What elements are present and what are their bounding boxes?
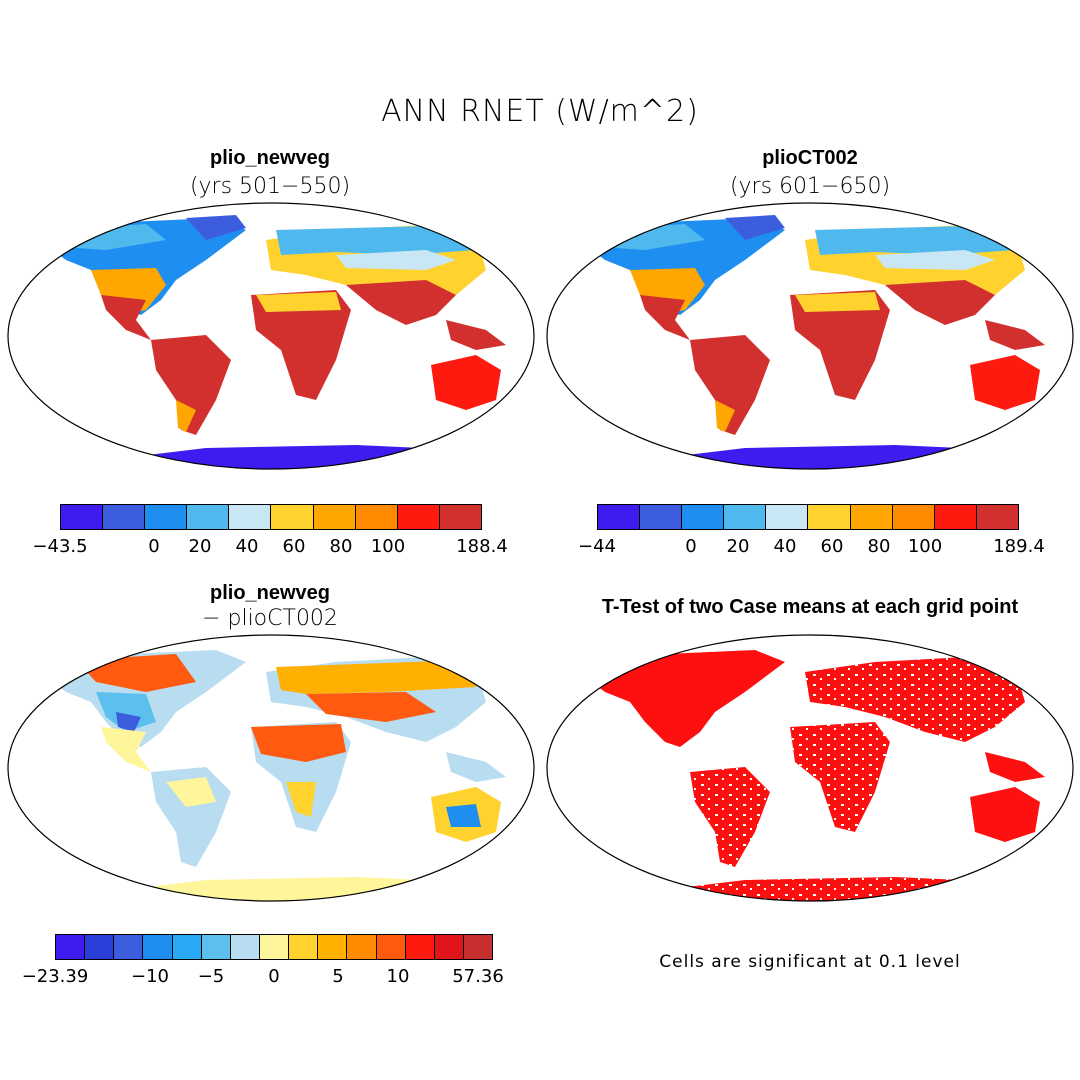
colorbar-tick-label: 40: [235, 536, 259, 557]
africa: [790, 722, 890, 832]
colorbar-tick-label: 10: [386, 966, 410, 987]
colorbar-tick-label: 20: [188, 536, 212, 557]
swatch: [598, 505, 641, 529]
colorbar-tick-label: 60: [282, 536, 306, 557]
swatch: [289, 935, 319, 959]
panel1-subtitle: (yrs 501−550): [189, 174, 351, 199]
swatch: [463, 935, 493, 959]
australia: [431, 355, 501, 410]
colorbar-tick-label: 20: [726, 536, 750, 557]
panel1-map: [7, 202, 535, 470]
panel4-title: T-Test of two Case means at each grid po…: [601, 596, 1019, 618]
panel2-title: plioCT002: [762, 147, 858, 169]
swatch: [434, 935, 464, 959]
colorbar-tick-label: 5: [332, 966, 344, 987]
colorbar-tick-label: 100: [370, 536, 406, 557]
colorbar-tick-label: −43.5: [32, 536, 88, 557]
panel3-colorbar: [55, 934, 493, 960]
south-america: [151, 335, 231, 435]
colorbar-tick-label: 188.4: [456, 536, 508, 557]
swatch: [229, 505, 272, 529]
panel4-map: [546, 634, 1074, 902]
swatch: [230, 935, 260, 959]
swatch: [271, 505, 314, 529]
panel2-subtitle: (yrs 601−650): [729, 174, 891, 199]
swatch: [934, 505, 977, 529]
panel2-map: [546, 202, 1074, 470]
south-america: [690, 767, 770, 867]
colorbar-tick-label: 57.36: [452, 966, 504, 987]
swatch: [892, 505, 935, 529]
eurasia: [805, 657, 1025, 742]
panel3-title: plio_newveg: [209, 582, 331, 604]
colorbar-tick-label: 0: [685, 536, 697, 557]
swatch: [259, 935, 290, 959]
swatch: [347, 935, 377, 959]
colorbar-tick-label: 40: [773, 536, 797, 557]
north-america: [585, 650, 785, 747]
colorbar-tick-label: 80: [329, 536, 353, 557]
swatch: [56, 935, 86, 959]
swatch: [85, 935, 115, 959]
colorbar-tick-label: −44: [578, 536, 616, 557]
swatch: [355, 505, 398, 529]
swatch: [808, 505, 851, 529]
colorbar-tick-label: 0: [148, 536, 160, 557]
swatch: [143, 935, 173, 959]
africa: [251, 290, 351, 400]
swatch: [187, 505, 230, 529]
swatch: [145, 505, 188, 529]
swatch: [114, 935, 144, 959]
colorbar-tick-label: −23.39: [21, 966, 89, 987]
swatch: [313, 505, 356, 529]
australia: [970, 355, 1040, 410]
swatch: [201, 935, 231, 959]
swatch: [850, 505, 893, 529]
swatch: [976, 505, 1018, 529]
swatch: [640, 505, 683, 529]
figure-title: ANN RNET (W/m^2): [381, 94, 699, 129]
swatch: [376, 935, 406, 959]
significance-note: Cells are significant at 0.1 level: [659, 952, 961, 972]
swatch: [172, 935, 202, 959]
swatch: [397, 505, 440, 529]
colorbar-tick-label: 189.4: [993, 536, 1045, 557]
panel3-subtitle: − plioCT002: [202, 606, 338, 631]
colorbar-tick-label: 0: [268, 966, 280, 987]
panel1-colorbar: [60, 504, 482, 530]
south-america: [690, 335, 770, 435]
swatch: [318, 935, 348, 959]
colorbar-tick-label: 100: [907, 536, 943, 557]
colorbar-tick-label: 80: [867, 536, 891, 557]
panel1-title: plio_newveg: [209, 147, 331, 169]
swatch: [103, 505, 146, 529]
panel3-map: [7, 634, 535, 902]
swatch: [405, 935, 435, 959]
africa: [790, 290, 890, 400]
colorbar-tick-label: 60: [820, 536, 844, 557]
swatch: [682, 505, 725, 529]
colorbar-tick-label: −5: [197, 966, 225, 987]
colorbar-tick-label: −10: [131, 966, 169, 987]
swatch: [766, 505, 809, 529]
panel2-colorbar: [597, 504, 1019, 530]
swatch: [61, 505, 104, 529]
swatch: [724, 505, 767, 529]
australia: [970, 787, 1040, 842]
swatch: [439, 505, 481, 529]
